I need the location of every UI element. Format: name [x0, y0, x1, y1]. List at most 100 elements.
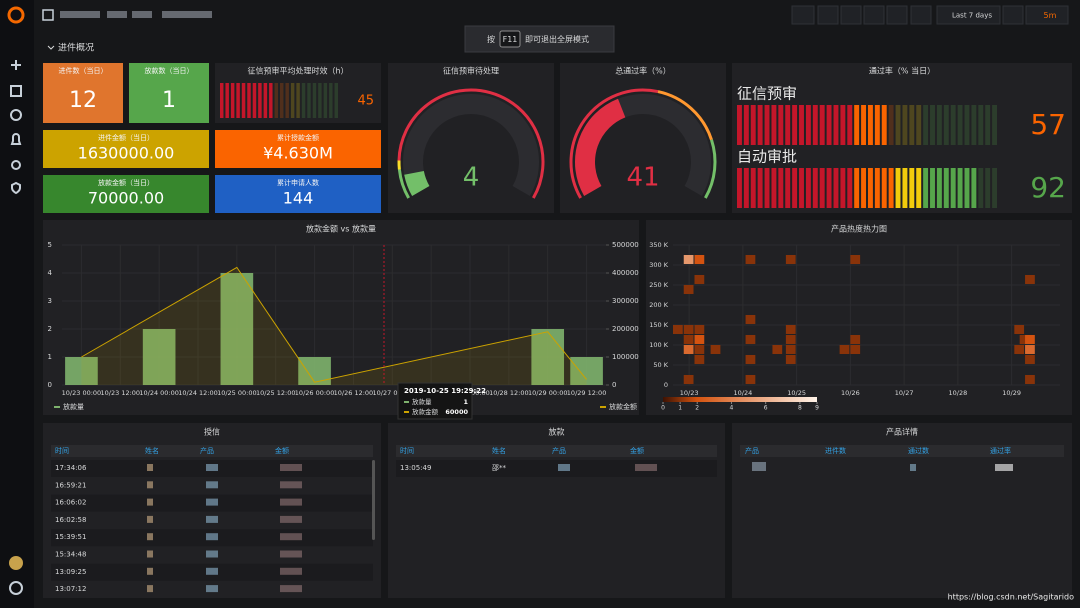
- time-range[interactable]: Last 7 days: [952, 12, 992, 20]
- column-header[interactable]: 姓名: [492, 446, 506, 455]
- sidebar-icons: [9, 60, 23, 595]
- logo[interactable]: [7, 6, 25, 24]
- heat-cell: [694, 275, 705, 284]
- column-header[interactable]: 金额: [275, 446, 289, 455]
- heat-cell: [1025, 345, 1035, 354]
- led-segment-off: [329, 83, 333, 118]
- scale-tick-label: 8: [798, 405, 802, 412]
- led-segment: [854, 168, 860, 208]
- heat-cell: [1025, 275, 1035, 284]
- x-tick-label: 10/23 00:00: [62, 389, 102, 397]
- cell-time: 16:59:21: [55, 481, 86, 489]
- panel-title: 征信预审待处理: [443, 66, 499, 76]
- led-segment: [895, 168, 901, 208]
- heat-cell: [745, 335, 756, 344]
- cell-time: 13:09:25: [55, 568, 86, 576]
- led-segment-off: [301, 83, 306, 118]
- column-header[interactable]: 通过率: [990, 446, 1011, 455]
- heat-cell: [673, 325, 683, 334]
- x-tick-label: 10/26: [841, 389, 860, 397]
- threshold-ring: [704, 139, 717, 199]
- stat-title: 放款金额（当日）: [98, 178, 154, 187]
- blur-product: [206, 550, 218, 558]
- led-segment: [833, 168, 839, 208]
- led-segment: [840, 105, 846, 145]
- icon-dashboards[interactable]: [10, 85, 22, 97]
- y-tick-label: 1: [48, 353, 52, 361]
- bar-gauge-value: 92: [1030, 171, 1066, 204]
- icon-create[interactable]: [11, 60, 21, 70]
- refresh-interval[interactable]: 5m: [1044, 11, 1057, 20]
- column-header[interactable]: 时间: [400, 446, 414, 455]
- fullscreen-hint: [464, 25, 615, 53]
- blur-name: [147, 585, 153, 593]
- column-header[interactable]: 产品: [200, 446, 214, 455]
- icon-help[interactable]: [9, 581, 23, 595]
- led-segment: [799, 105, 804, 145]
- row-collapse[interactable]: [47, 45, 55, 50]
- scrollbar[interactable]: [372, 460, 375, 540]
- column-header[interactable]: 金额: [630, 446, 644, 455]
- column-header[interactable]: 姓名: [145, 446, 159, 455]
- led-segment-off: [902, 105, 908, 145]
- heat-cell: [850, 255, 861, 264]
- heat-cell: [694, 255, 705, 264]
- led-segment: [936, 168, 942, 208]
- heat-cell: [850, 345, 861, 354]
- led-segment: [826, 168, 832, 208]
- avatar[interactable]: [9, 556, 23, 570]
- icon-config[interactable]: [11, 160, 21, 170]
- x-tick-label: 10/29 12:00: [567, 389, 607, 397]
- column-header[interactable]: 时间: [55, 446, 69, 455]
- blur-name: [147, 567, 153, 575]
- led-segment: [764, 105, 770, 145]
- panel: [215, 130, 381, 168]
- column-header[interactable]: 产品: [552, 446, 566, 455]
- y2-tick-label: 300000: [612, 297, 639, 305]
- led-segment: [930, 168, 935, 208]
- led-segment-off: [334, 83, 338, 118]
- panel-title: 总通过率（%）: [615, 66, 671, 76]
- led-segment: [868, 105, 873, 145]
- x-tick-label: 10/26 00:00: [295, 389, 335, 397]
- led-segment-off: [312, 83, 317, 118]
- refresh-picker[interactable]: [1025, 5, 1069, 25]
- led-segment-off: [307, 83, 311, 118]
- panel-title: 通过率（% 当日）: [869, 66, 935, 76]
- tooltip: [397, 382, 473, 420]
- led-segment: [847, 168, 853, 208]
- led-segment: [861, 105, 866, 145]
- panel: [43, 220, 639, 415]
- heat-cell: [745, 375, 756, 384]
- icon-alerts[interactable]: [10, 133, 22, 145]
- column-header[interactable]: 产品: [745, 446, 759, 455]
- led-segment-off: [992, 168, 997, 208]
- column-header[interactable]: 通过数: [908, 446, 929, 455]
- cell-time: 16:06:02: [55, 499, 86, 507]
- gauge-track: [403, 94, 539, 196]
- led-segment: [241, 83, 246, 118]
- heat-cell: [850, 335, 861, 344]
- led-segment-off: [290, 83, 295, 118]
- heat-cell: [785, 345, 796, 354]
- led-segment: [778, 105, 784, 145]
- tooltip-name: 放款金额: [412, 407, 439, 416]
- bar: [531, 329, 565, 385]
- blur-amount: [280, 515, 302, 523]
- y2-tick-label: 0: [612, 381, 616, 389]
- panel: [43, 63, 123, 123]
- icon-explore[interactable]: [10, 109, 22, 121]
- icon-shield[interactable]: [11, 181, 21, 195]
- blur-name: [147, 498, 153, 506]
- row-stripe: [396, 460, 717, 477]
- led-segment-off: [895, 105, 901, 145]
- led-segment: [868, 168, 873, 208]
- time-picker[interactable]: [936, 5, 1001, 25]
- blur-product: [558, 464, 570, 471]
- blur-product: [206, 481, 218, 489]
- row-title[interactable]: 进件概况: [58, 42, 94, 54]
- column-header[interactable]: 进件数: [825, 446, 846, 455]
- y-tick-label: 350 K: [649, 241, 668, 249]
- led-segment: [812, 105, 818, 145]
- table-header: [740, 445, 1064, 457]
